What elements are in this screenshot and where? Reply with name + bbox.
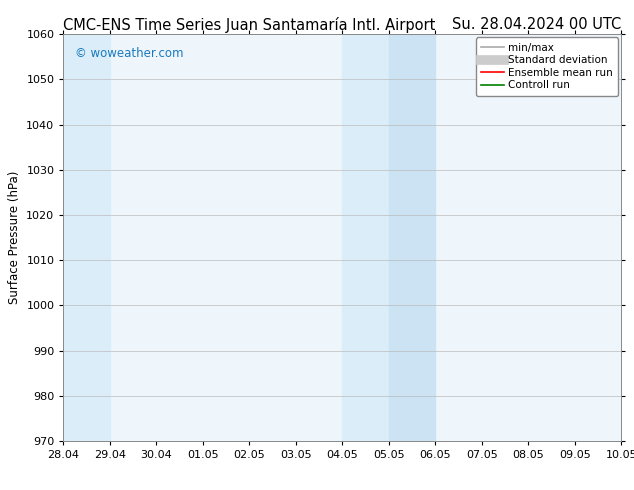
Text: CMC-ENS Time Series Juan Santamaría Intl. Airport: CMC-ENS Time Series Juan Santamaría Intl… <box>63 17 436 33</box>
Bar <box>342 34 389 441</box>
Bar <box>63 34 110 441</box>
Y-axis label: Surface Pressure (hPa): Surface Pressure (hPa) <box>8 171 21 304</box>
Legend: min/max, Standard deviation, Ensemble mean run, Controll run: min/max, Standard deviation, Ensemble me… <box>476 37 618 96</box>
Bar <box>389 34 436 441</box>
Text: © woweather.com: © woweather.com <box>75 47 183 59</box>
Text: Su. 28.04.2024 00 UTC: Su. 28.04.2024 00 UTC <box>452 17 621 32</box>
